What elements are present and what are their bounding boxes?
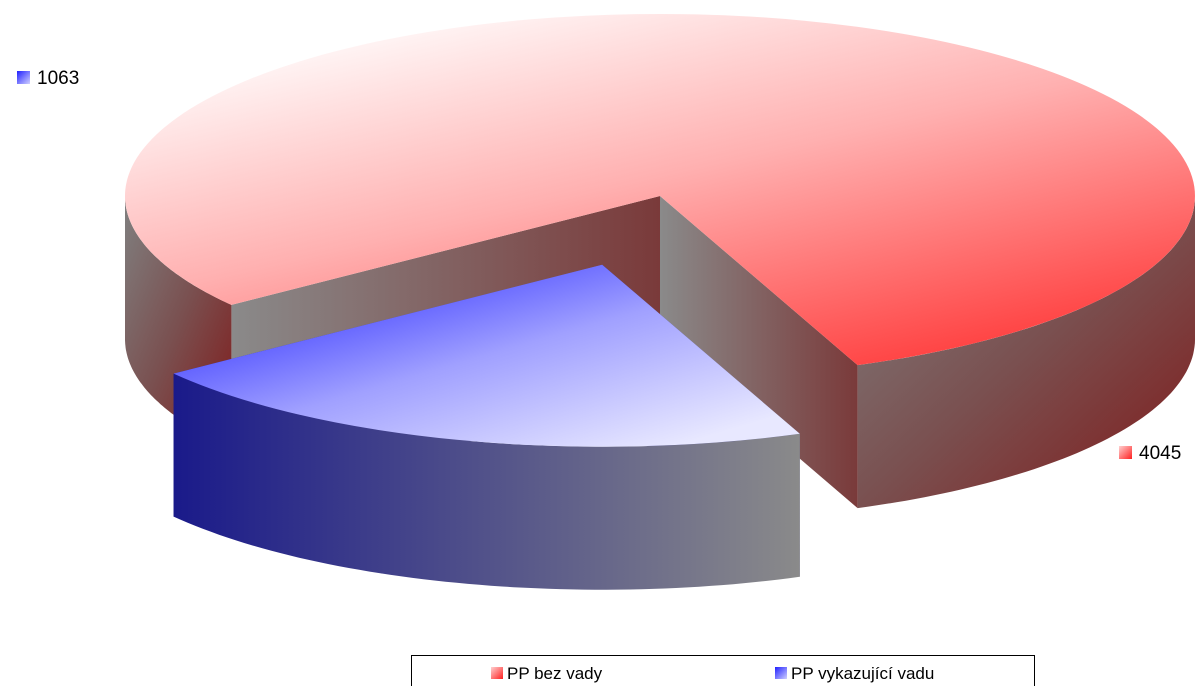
pie-slice-top	[173, 264, 800, 447]
legend-label: PP vykazující vadu	[791, 664, 934, 683]
pie-slice-cut-face	[660, 196, 858, 509]
pie-slice-side	[173, 373, 800, 590]
chart-legend: PP bez vady PP vykazující vadu	[411, 655, 1035, 686]
legend-swatch	[491, 667, 503, 679]
pie-slice-top	[124, 13, 1195, 366]
data-label-pp-bez-vady: 4045	[1119, 443, 1181, 464]
legend-item-pp-bez-vady: PP bez vady	[491, 664, 603, 683]
legend-label: PP bez vady	[507, 664, 603, 683]
legend-item-pp-vykazujici-vadu: PP vykazující vadu	[775, 664, 934, 683]
pie-slice-pp-vykazujici-vadu	[173, 264, 800, 590]
legend-swatch	[775, 667, 787, 679]
pie-slice-side	[857, 196, 1195, 509]
data-label-pp-vykazujici-vadu: 1063	[17, 68, 79, 89]
data-label-swatch	[17, 71, 30, 84]
legend-box	[411, 655, 1035, 686]
data-label-text: 1063	[37, 68, 79, 89]
data-label-swatch	[1119, 446, 1132, 459]
data-label-text: 4045	[1139, 443, 1181, 464]
